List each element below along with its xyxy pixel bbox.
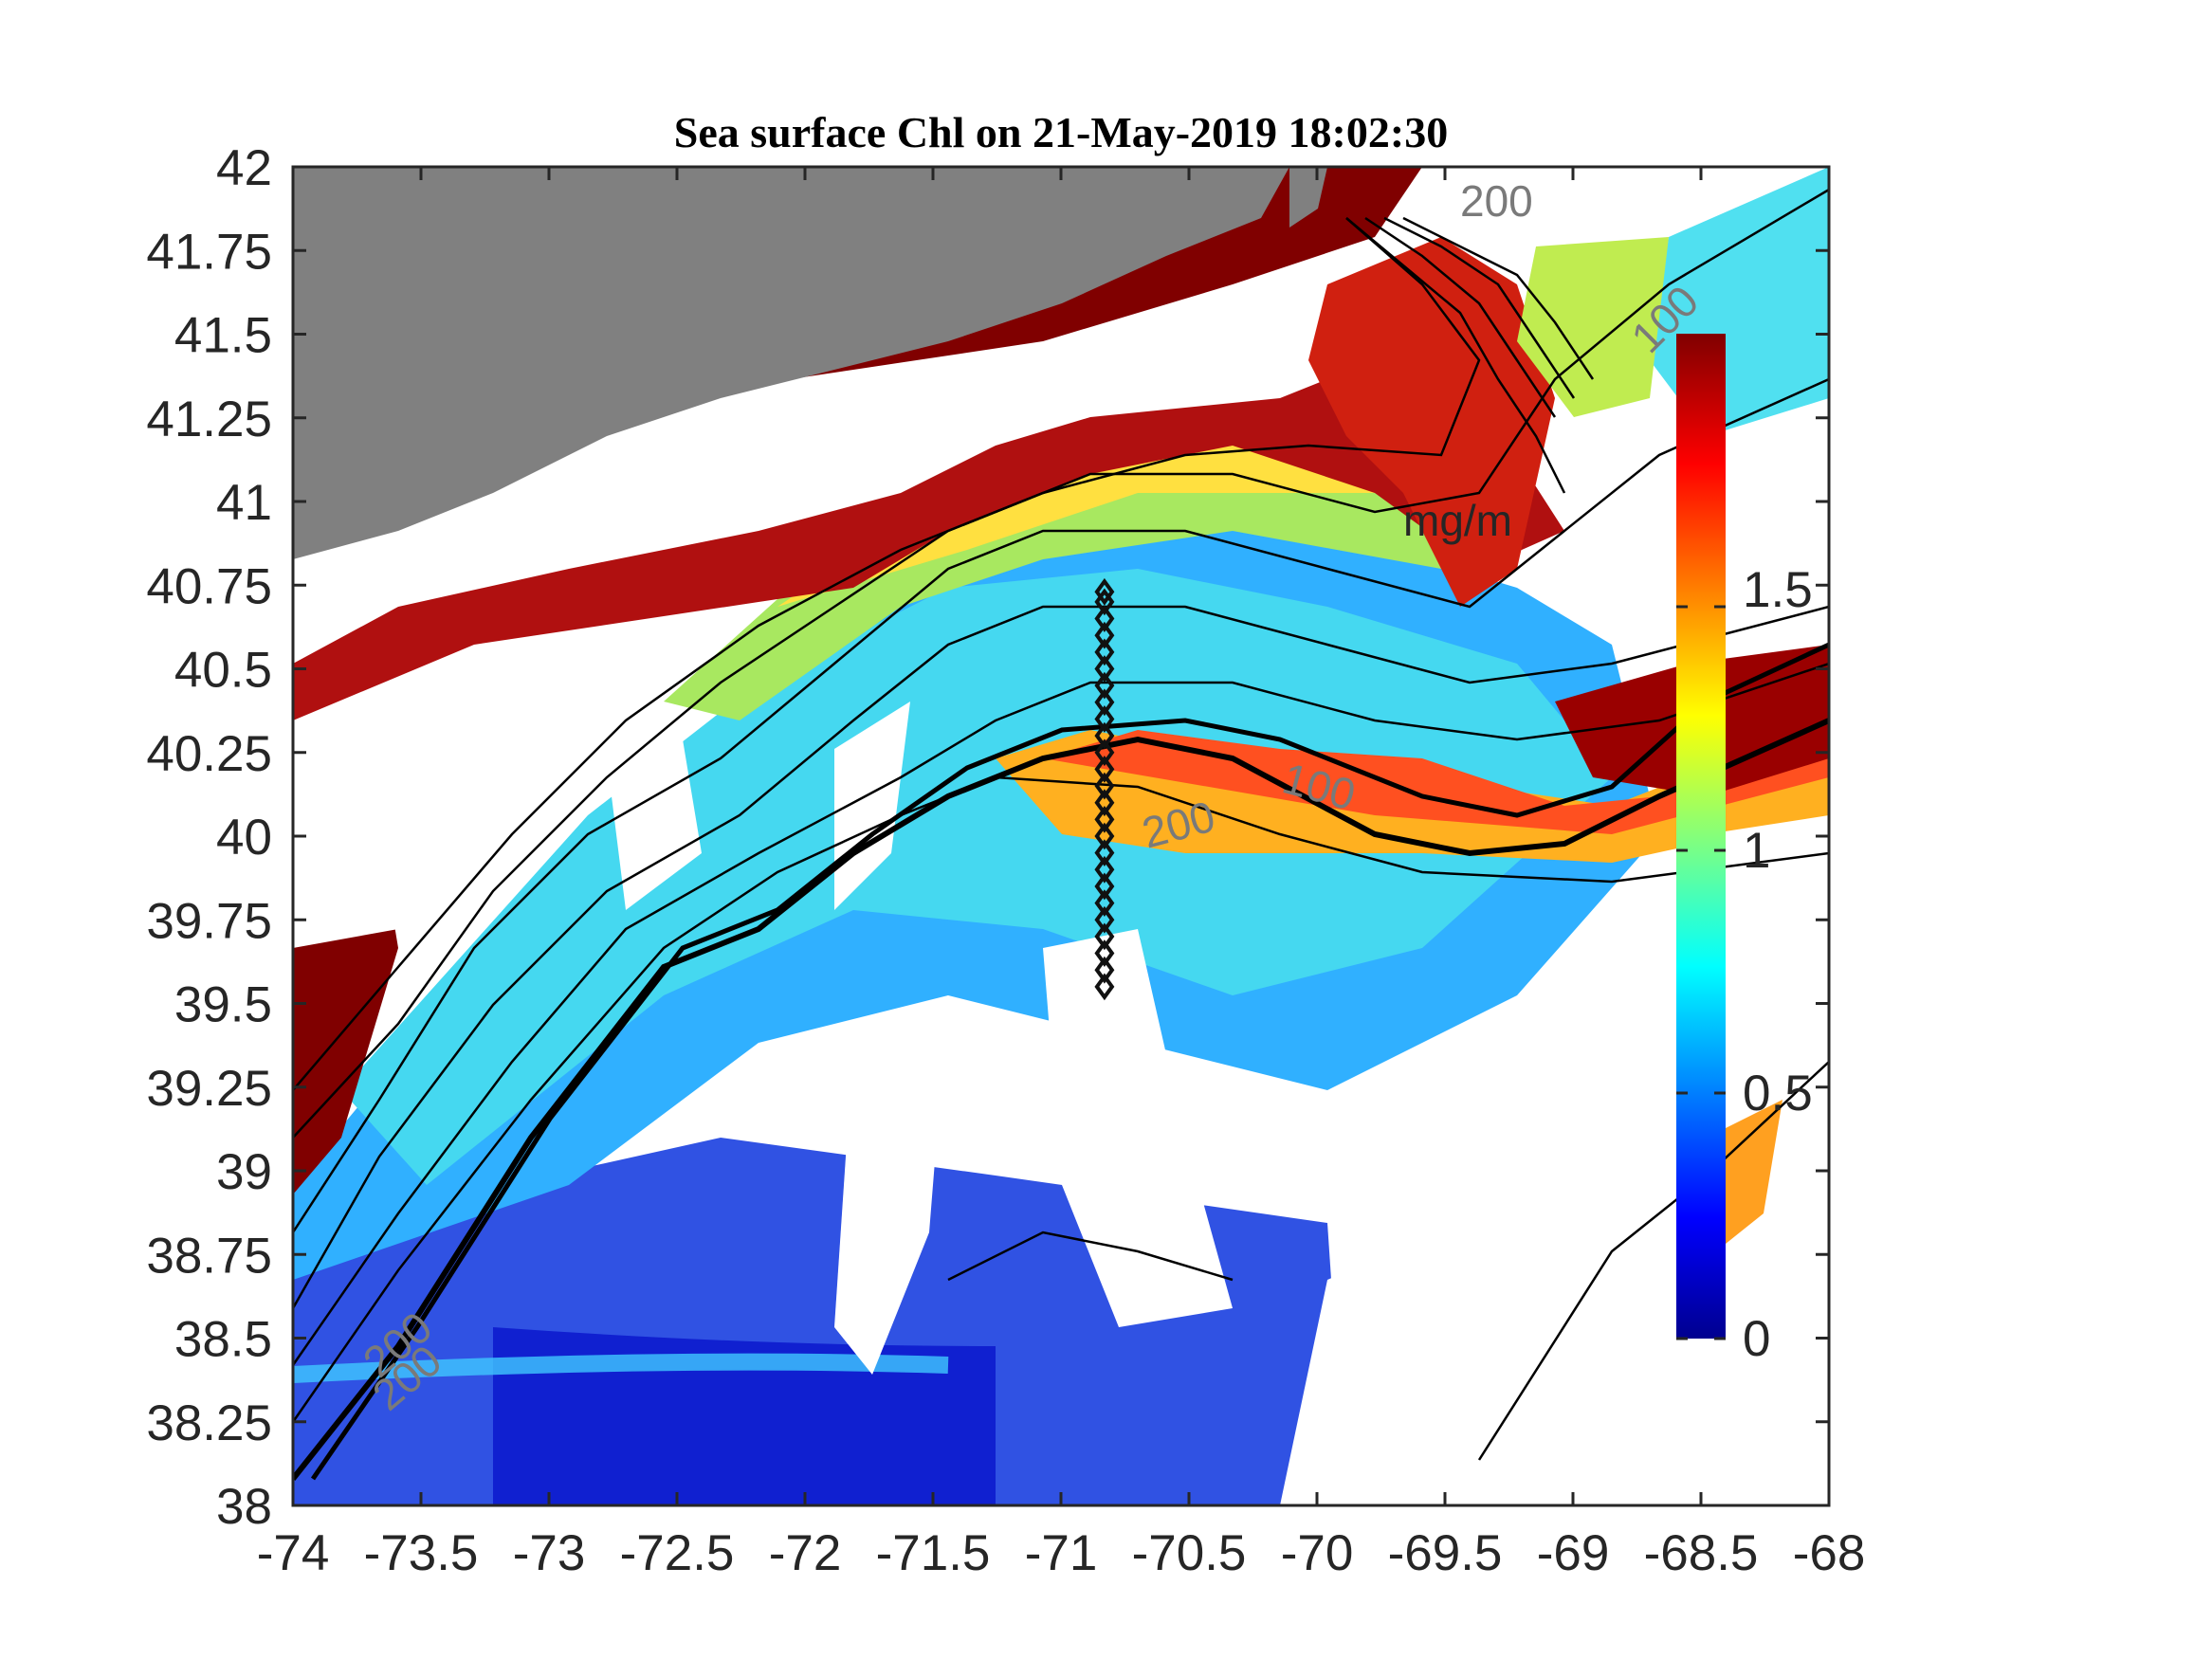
station-marker — [1094, 721, 1115, 750]
x-tick-label: -73.5 — [364, 1525, 479, 1581]
x-tick-label: -69 — [1537, 1525, 1610, 1581]
x-tick-label: -68.5 — [1644, 1525, 1759, 1581]
y-axis: 42 41.75 41.5 41.25 41 40.75 40.5 40.25 40 39.75 3… — [146, 140, 1829, 1535]
colorbar-tick-label: 1 — [1743, 823, 1770, 879]
station-marker — [1094, 839, 1115, 867]
station-marker — [1094, 956, 1115, 984]
station-marker — [1094, 905, 1115, 934]
x-tick-label: -68 — [1793, 1525, 1866, 1581]
station-marker — [1094, 805, 1115, 833]
x-tick-label: -72.5 — [620, 1525, 735, 1581]
colorbar-tick-label: 0 — [1743, 1311, 1770, 1367]
contour-label: 200 — [1460, 176, 1533, 226]
y-tick-label: 41.5 — [174, 308, 272, 364]
x-tick-label: -73 — [513, 1525, 586, 1581]
station-marker — [1094, 655, 1115, 683]
y-tick-label: 38.75 — [146, 1228, 272, 1284]
station-marker — [1094, 638, 1115, 666]
station-marker — [1094, 822, 1115, 850]
station-marker — [1094, 973, 1115, 1001]
station-marker — [1094, 577, 1115, 606]
x-tick-label: -71 — [1025, 1525, 1098, 1581]
station-marker — [1094, 755, 1115, 783]
chl-heatmap — [293, 167, 1829, 1505]
y-tick-label: 41.25 — [146, 392, 272, 447]
land-mask — [293, 167, 1289, 559]
station-marker — [1094, 889, 1115, 918]
y-tick-label: 41 — [216, 475, 272, 531]
x-axis: -74 -73.5 -73 -72.5 -72 -71.5 -71 -70.5 -70 -69.5… — [257, 167, 1866, 1581]
station-marker — [1094, 789, 1115, 817]
chart-title: Sea surface Chl on 21-May-2019 18:02:30 — [674, 108, 1448, 156]
y-tick-label: 39.5 — [174, 977, 272, 1033]
x-tick-label: -74 — [257, 1525, 330, 1581]
y-tick-label: 40 — [216, 810, 272, 866]
x-tick-label: -71.5 — [876, 1525, 991, 1581]
y-tick-label: 42 — [216, 140, 272, 196]
y-tick-label: 38 — [216, 1479, 272, 1535]
y-tick-label: 41.75 — [146, 224, 272, 280]
y-tick-label: 40.75 — [146, 558, 272, 614]
station-marker — [1094, 772, 1115, 800]
colorbar-gradient — [1676, 334, 1726, 1339]
x-tick-label: -70 — [1281, 1525, 1354, 1581]
x-tick-label: -70.5 — [1132, 1525, 1247, 1581]
station-marker — [1094, 671, 1115, 700]
station-marker — [1094, 939, 1115, 967]
station-marker — [1094, 738, 1115, 767]
y-tick-label: 40.25 — [146, 726, 272, 782]
y-tick-label: 39 — [216, 1144, 272, 1200]
station-marker — [1094, 588, 1115, 616]
station-marker — [1094, 688, 1115, 717]
y-tick-label: 38.25 — [146, 1395, 272, 1451]
station-marker — [1094, 855, 1115, 884]
station-marker — [1094, 621, 1115, 649]
colorbar-tick-label: 0.5 — [1743, 1066, 1813, 1121]
station-marker — [1094, 922, 1115, 951]
y-tick-label: 39.75 — [146, 893, 272, 949]
colorbar-tick-label: 1.5 — [1743, 562, 1813, 618]
x-tick-label: -69.5 — [1388, 1525, 1503, 1581]
station-marker — [1094, 705, 1115, 733]
x-tick-label: -72 — [769, 1525, 842, 1581]
y-tick-label: 40.5 — [174, 643, 272, 699]
y-tick-label: 38.5 — [174, 1312, 272, 1368]
y-tick-label: 39.25 — [146, 1061, 272, 1117]
colorbar: 0 0.5 1 1.5 mg/m — [1403, 334, 1813, 1367]
bathymetry-contours — [293, 188, 1829, 1481]
colorbar-unit-label: mg/m — [1403, 496, 1512, 545]
station-marker — [1094, 872, 1115, 901]
station-marker — [1094, 605, 1115, 632]
station-markers — [1094, 577, 1115, 1001]
